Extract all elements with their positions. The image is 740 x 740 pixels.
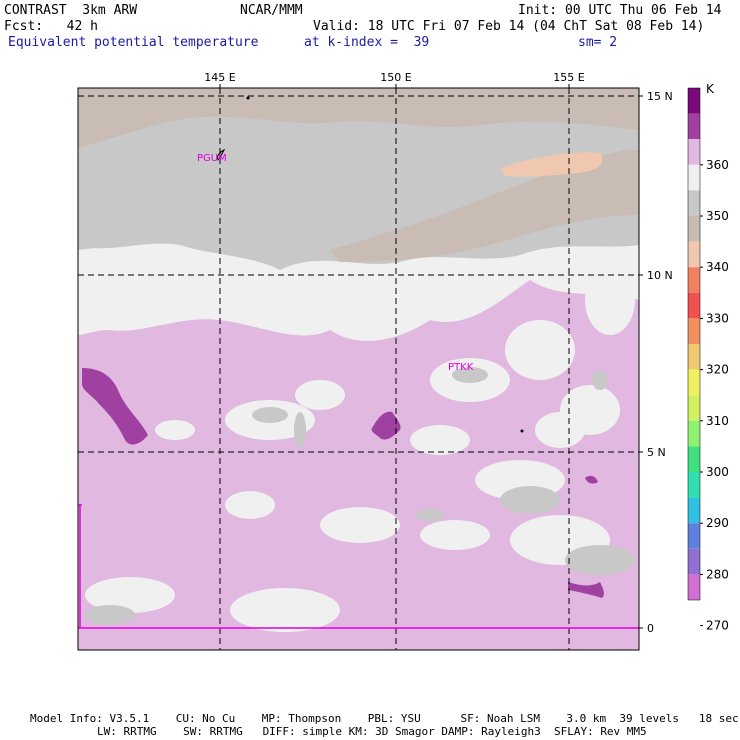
model-title: CONTRAST 3km ARW (4, 3, 138, 18)
axis-labels: 145 E 150 E 155 E 15 N 10 N 5 N 0 (204, 71, 672, 635)
field-purple-patches (82, 368, 604, 598)
legend-tick-label: 320 (706, 363, 729, 377)
station-labels: PGUM PTKK (197, 153, 474, 373)
island-dot (520, 429, 524, 433)
legend-tick-label: 290 (706, 516, 729, 530)
field-white-patches (85, 265, 635, 632)
lat-label-10n: 10 N (647, 269, 673, 282)
legend-tick-label: 330 (706, 311, 729, 325)
field-region-tan-top (78, 88, 639, 148)
legend-tick-label: 280 (706, 567, 729, 581)
legend-tick-label: 310 (706, 414, 729, 428)
legend-swatch (688, 318, 700, 344)
forecast-hour: Fcst: 42 h (4, 19, 98, 34)
legend-swatch (688, 292, 700, 319)
legend-swatch (688, 241, 700, 268)
valid-time: Valid: 18 UTC Fri 07 Feb 14 (04 ChT Sat … (313, 19, 705, 34)
legend-swatch (688, 420, 700, 447)
legend-swatch (688, 369, 700, 396)
lon-label-145: 145 E (204, 71, 235, 84)
legend-tick-label: 350 (706, 209, 729, 223)
legend-swatch (688, 548, 700, 575)
axis-ticks (219, 84, 643, 629)
model-info-line1: Model Info: V3.5.1 CU: No Cu MP: Thompso… (30, 712, 739, 725)
legend-swatch (688, 344, 700, 370)
legend-swatch (688, 267, 700, 293)
legend-frame (687, 87, 701, 601)
station-ptkk: PTKK (448, 362, 474, 373)
legend-swatch (688, 472, 700, 498)
legend-swatch (688, 190, 700, 216)
island-dot (246, 96, 250, 100)
legend-swatch (688, 88, 700, 114)
color-legend: K 360 350 340 330 320 310 300 290 280 270 (687, 82, 729, 633)
lon-label-150: 150 E (380, 71, 411, 84)
model-info-line2: LW: RRTMG SW: RRTMG DIFF: simple KM: 3D … (97, 725, 647, 738)
field-name: Equivalent potential temperature (8, 35, 259, 50)
lat-label-5n: 5 N (647, 446, 666, 459)
grid-lines (78, 88, 639, 650)
map-border (77, 87, 640, 651)
init-time: Init: 00 UTC Thu 06 Feb 14 (518, 3, 722, 18)
legend-tick-label: 300 (706, 465, 729, 479)
legend-swatch (688, 446, 700, 472)
field-region-tan-band (330, 150, 639, 262)
legend-swatch (688, 139, 700, 165)
lat-label-15n: 15 N (647, 90, 673, 103)
lat-label-0: 0 (647, 622, 654, 635)
legend-swatch (688, 395, 700, 421)
legend-swatch (688, 574, 700, 600)
legend-unit: K (706, 82, 715, 96)
legend-tick-label: 270 (706, 619, 729, 633)
legend-swatch (688, 216, 700, 242)
legend-swatch (688, 164, 700, 191)
guam-island (217, 148, 226, 161)
legend-tick-label: 360 (706, 158, 729, 172)
organization-label: NCAR/MMM (240, 3, 303, 18)
legend-swatch (688, 113, 700, 140)
theta-e-field (78, 88, 639, 650)
legend-swatch (688, 523, 700, 549)
station-pgum: PGUM (197, 153, 227, 164)
field-grey-patches (85, 367, 635, 625)
k-index-label: at k-index = 39 (304, 35, 430, 50)
field-region-peach (500, 152, 603, 177)
smoothing-label: sm= 2 (578, 35, 618, 50)
lon-label-155: 155 E (553, 71, 584, 84)
legend-tick-label: 340 (706, 260, 729, 274)
legend-swatch (688, 497, 700, 524)
